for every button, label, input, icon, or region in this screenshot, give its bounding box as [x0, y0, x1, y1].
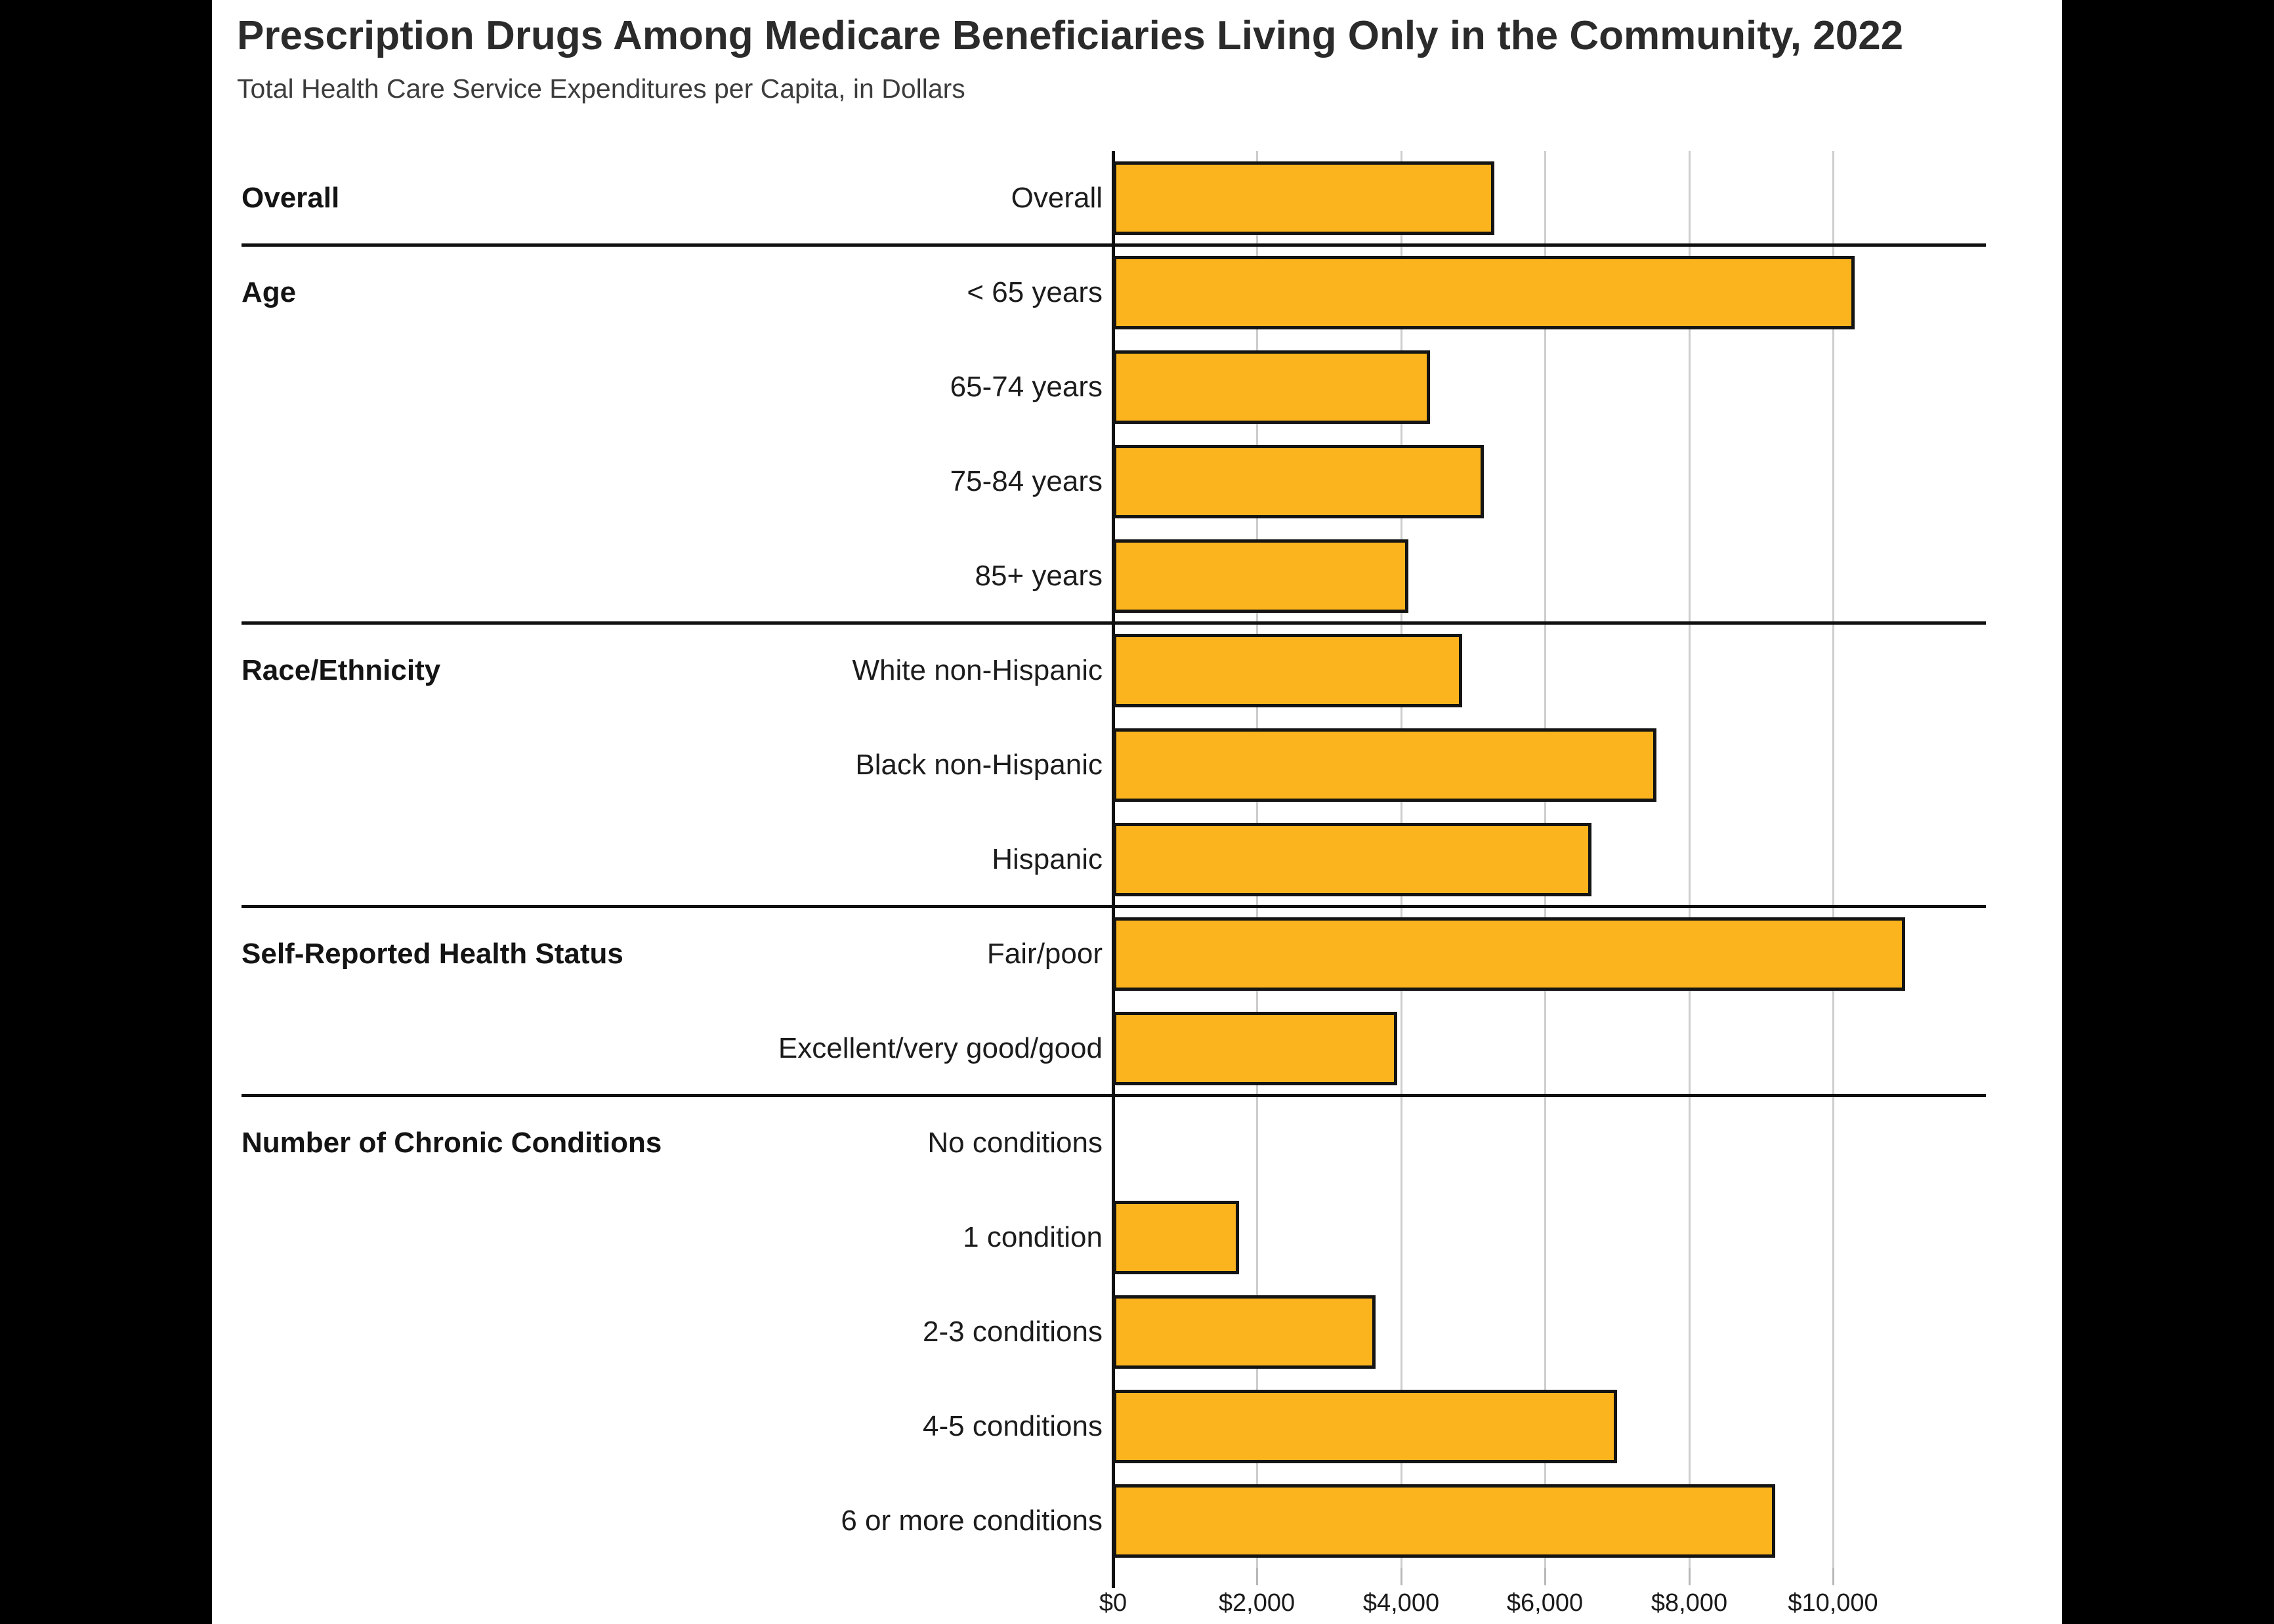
row-label: Excellent/very good/good [778, 1032, 1103, 1064]
group-label: Number of Chronic Conditions [242, 1127, 662, 1159]
axis-tick [1832, 1568, 1834, 1585]
group-label: Self-Reported Health Status [242, 938, 623, 970]
row-label: 65-74 years [950, 371, 1103, 403]
x-axis: $0 $2,000 $4,000 $6,000 $8,000 $10,000 [1099, 1585, 1986, 1624]
axis-tick-label: $0 [1099, 1589, 1127, 1617]
axis-tick [1544, 1568, 1546, 1585]
row-label: 75-84 years [950, 465, 1103, 497]
row-label: < 65 years [967, 276, 1103, 308]
row-label: 4-5 conditions [923, 1410, 1103, 1442]
axis-tick [1400, 1568, 1402, 1585]
row-label: No conditions [927, 1127, 1103, 1159]
bar [1113, 1484, 1775, 1558]
bar-cell [1113, 245, 1986, 340]
axis-tick-label: $8,000 [1651, 1589, 1728, 1617]
group-label: Race/Ethnicity [242, 654, 441, 686]
bar-cell [1113, 1474, 1986, 1568]
bar-cell [1113, 529, 1986, 623]
chart-groups: Overall Overall Age < 65 years 65-74 years 75… [242, 151, 1986, 1568]
bar [1113, 823, 1591, 896]
row-label: White non-Hispanic [852, 654, 1103, 686]
bar [1113, 1201, 1239, 1274]
axis-tick-label: $10,000 [1788, 1589, 1878, 1617]
axis-tick [1256, 1568, 1258, 1585]
bar-cell [1113, 812, 1986, 907]
axis-tick-label: $2,000 [1218, 1589, 1295, 1617]
bar [1113, 728, 1656, 802]
bar [1113, 634, 1462, 707]
bar [1113, 917, 1905, 991]
letterbox-right [2062, 0, 2274, 1624]
bar-cell [1113, 907, 1986, 1001]
group-label: Age [242, 276, 297, 308]
row-label: Overall [1011, 182, 1103, 214]
bar [1113, 350, 1430, 424]
row-label: 6 or more conditions [841, 1505, 1103, 1537]
gridline [1832, 151, 1834, 1568]
bar-cell [1113, 1001, 1986, 1096]
bar-chart: Overall Overall Age < 65 years 65-74 years 75… [242, 151, 1986, 1624]
row-label: 2-3 conditions [923, 1316, 1103, 1348]
row-label: Fair/poor [986, 938, 1103, 970]
bar-cell [1113, 718, 1986, 812]
bar-cell [1113, 623, 1986, 718]
row-label: Hispanic [992, 843, 1103, 875]
group-section: Overall Overall [242, 151, 1986, 245]
bar-cell [1113, 151, 1986, 245]
group-section: Self-Reported Health Status Fair/poor Exce… [242, 905, 1986, 1096]
bar [1113, 1295, 1376, 1369]
chart-card: Prescription Drugs Among Medicare Benefi… [212, 0, 2062, 1624]
chart-title: Prescription Drugs Among Medicare Benefi… [237, 13, 1904, 58]
letterbox-left [0, 0, 212, 1624]
gridline [1689, 151, 1691, 1568]
row-label: 85+ years [975, 560, 1103, 592]
group-section: Race/Ethnicity White non-Hispanic Black no… [242, 621, 1986, 907]
group-section: Age < 65 years 65-74 years 75-84 years 85+ y… [242, 243, 1986, 623]
chart-subtitle: Total Health Care Service Expenditures p… [237, 73, 965, 104]
bar [1113, 445, 1484, 518]
axis-tick-label: $6,000 [1506, 1589, 1584, 1617]
bar-cell [1113, 434, 1986, 529]
row-label: 1 condition [963, 1221, 1103, 1253]
row-label: Black non-Hispanic [855, 749, 1103, 781]
bar-cell [1113, 340, 1986, 434]
bar [1113, 539, 1408, 613]
bar-cell [1113, 1096, 1986, 1190]
bar [1113, 256, 1855, 329]
bar [1113, 1390, 1617, 1463]
axis-tick-label: $4,000 [1362, 1589, 1440, 1617]
bar-cell [1113, 1190, 1986, 1285]
bar [1113, 1012, 1397, 1085]
axis-tick [1689, 1568, 1691, 1585]
bar-cell [1113, 1379, 1986, 1474]
bar [1113, 161, 1494, 235]
group-section: Number of Chronic Conditions No condition… [242, 1094, 1986, 1568]
bar-cell [1113, 1285, 1986, 1379]
group-label: Overall [242, 182, 340, 214]
